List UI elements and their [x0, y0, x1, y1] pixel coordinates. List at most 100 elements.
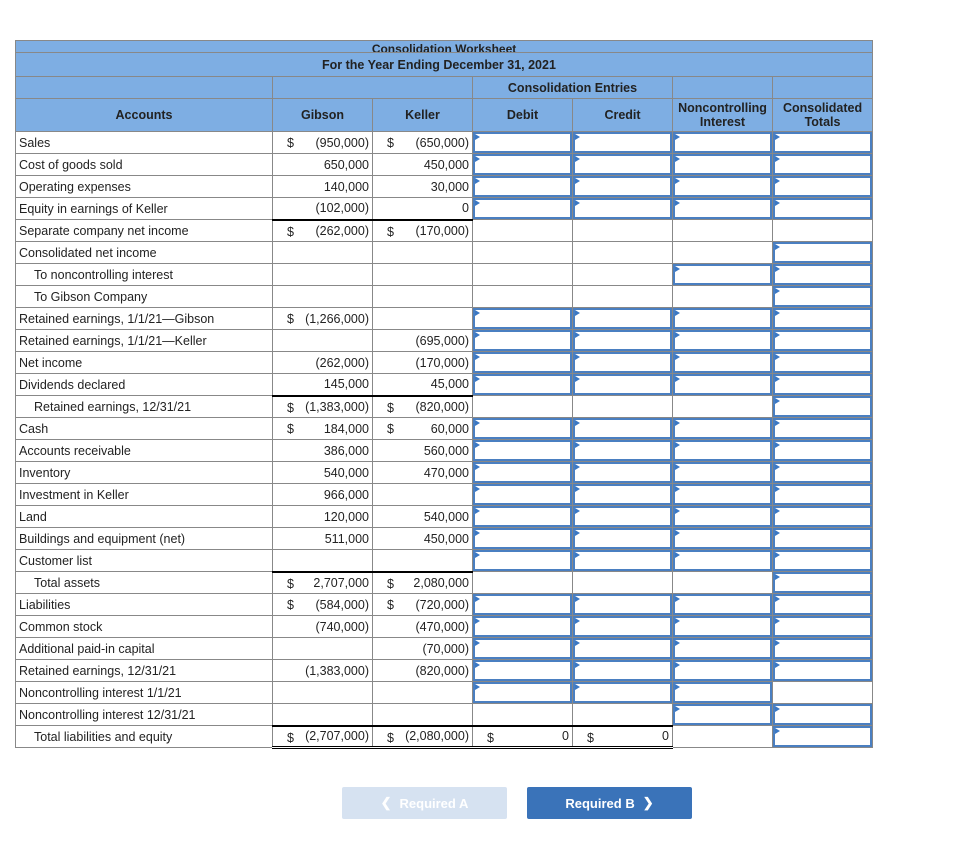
- nci-input[interactable]: [673, 132, 772, 153]
- debit-input[interactable]: [473, 308, 572, 329]
- nci-input[interactable]: [673, 484, 772, 505]
- credit-input[interactable]: [573, 528, 672, 549]
- credit-input-cell: [572, 373, 673, 396]
- credit-input[interactable]: [573, 550, 672, 571]
- credit-input[interactable]: [573, 682, 672, 703]
- debit-input[interactable]: [473, 330, 572, 351]
- totals-input[interactable]: [773, 484, 872, 505]
- credit-input[interactable]: [573, 352, 672, 373]
- totals-input[interactable]: [773, 704, 872, 725]
- credit-input[interactable]: [573, 132, 672, 153]
- nci-input[interactable]: [673, 660, 772, 681]
- table-row: Retained earnings, 12/31/21 $ (1,383,000) $…: [15, 394, 874, 418]
- totals-input[interactable]: [773, 550, 872, 571]
- nci-input[interactable]: [673, 506, 772, 527]
- totals-input[interactable]: [773, 176, 872, 197]
- credit-input[interactable]: [573, 484, 672, 505]
- totals-input[interactable]: [773, 264, 872, 285]
- gibson-cell: 511,000: [272, 527, 373, 550]
- totals-input[interactable]: [773, 374, 872, 395]
- totals-input[interactable]: [773, 506, 872, 527]
- nci-input[interactable]: [673, 154, 772, 175]
- nci-input[interactable]: [673, 594, 772, 615]
- required-a-button[interactable]: ❮ Required A: [342, 787, 507, 819]
- credit-input-cell: [572, 615, 673, 638]
- debit-input[interactable]: [473, 132, 572, 153]
- credit-input[interactable]: [573, 594, 672, 615]
- nci-input[interactable]: [673, 330, 772, 351]
- nci-input[interactable]: [673, 440, 772, 461]
- debit-input-cell: [472, 329, 573, 352]
- totals-input[interactable]: [773, 308, 872, 329]
- account-label: Retained earnings, 1/1/21—Gibson: [15, 307, 273, 330]
- debit-input[interactable]: [473, 176, 572, 197]
- nci-input[interactable]: [673, 462, 772, 483]
- credit-input[interactable]: [573, 616, 672, 637]
- debit-input[interactable]: [473, 594, 572, 615]
- totals-input[interactable]: [773, 198, 872, 219]
- credit-input[interactable]: [573, 440, 672, 461]
- nci-input[interactable]: [673, 352, 772, 373]
- credit-input[interactable]: [573, 330, 672, 351]
- debit-input[interactable]: [473, 440, 572, 461]
- nci-input[interactable]: [673, 374, 772, 395]
- credit-input[interactable]: [573, 198, 672, 219]
- debit-input[interactable]: [473, 462, 572, 483]
- credit-input[interactable]: [573, 154, 672, 175]
- totals-input[interactable]: [773, 418, 872, 439]
- nci-input[interactable]: [673, 418, 772, 439]
- col-accounts: Accounts: [15, 98, 273, 132]
- totals-input[interactable]: [773, 154, 872, 175]
- totals-input[interactable]: [773, 462, 872, 483]
- debit-input[interactable]: [473, 550, 572, 571]
- credit-input[interactable]: [573, 660, 672, 681]
- credit-input-cell: [572, 637, 673, 660]
- table-row: Liabilities $ (584,000) $ (720,000): [15, 593, 874, 616]
- credit-input[interactable]: [573, 176, 672, 197]
- nci-input[interactable]: [673, 308, 772, 329]
- debit-input[interactable]: [473, 528, 572, 549]
- keller-cell: [372, 703, 473, 726]
- debit-input[interactable]: [473, 660, 572, 681]
- totals-input[interactable]: [773, 726, 872, 747]
- debit-input[interactable]: [473, 198, 572, 219]
- debit-input[interactable]: [473, 484, 572, 505]
- nci-input[interactable]: [673, 528, 772, 549]
- totals-input[interactable]: [773, 440, 872, 461]
- totals-input[interactable]: [773, 616, 872, 637]
- debit-input[interactable]: [473, 374, 572, 395]
- totals-input[interactable]: [773, 528, 872, 549]
- debit-input[interactable]: [473, 418, 572, 439]
- totals-input[interactable]: [773, 638, 872, 659]
- totals-input[interactable]: [773, 594, 872, 615]
- nci-input[interactable]: [673, 176, 772, 197]
- debit-input[interactable]: [473, 352, 572, 373]
- totals-input[interactable]: [773, 242, 872, 263]
- debit-input[interactable]: [473, 154, 572, 175]
- nci-input[interactable]: [673, 550, 772, 571]
- credit-input[interactable]: [573, 374, 672, 395]
- nci-input[interactable]: [673, 682, 772, 703]
- totals-input[interactable]: [773, 572, 872, 593]
- totals-input[interactable]: [773, 330, 872, 351]
- nci-input[interactable]: [673, 616, 772, 637]
- debit-input[interactable]: [473, 506, 572, 527]
- credit-input[interactable]: [573, 638, 672, 659]
- totals-input[interactable]: [773, 396, 872, 417]
- credit-input[interactable]: [573, 506, 672, 527]
- debit-input[interactable]: [473, 616, 572, 637]
- nci-input[interactable]: [673, 264, 772, 285]
- nci-input[interactable]: [673, 198, 772, 219]
- totals-input[interactable]: [773, 352, 872, 373]
- debit-input[interactable]: [473, 682, 572, 703]
- nci-input[interactable]: [673, 704, 772, 725]
- credit-input[interactable]: [573, 462, 672, 483]
- totals-input[interactable]: [773, 286, 872, 307]
- totals-input[interactable]: [773, 660, 872, 681]
- credit-input[interactable]: [573, 308, 672, 329]
- credit-input[interactable]: [573, 418, 672, 439]
- debit-input[interactable]: [473, 638, 572, 659]
- totals-input[interactable]: [773, 132, 872, 153]
- required-b-button[interactable]: Required B ❯: [527, 787, 692, 819]
- nci-input[interactable]: [673, 638, 772, 659]
